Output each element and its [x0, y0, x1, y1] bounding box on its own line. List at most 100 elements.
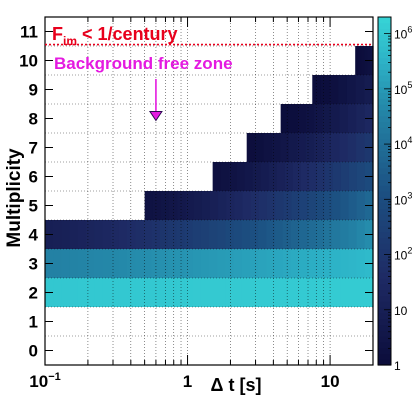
heatmap-cell: [308, 162, 318, 191]
heatmap-cell: [209, 220, 218, 249]
heatmap-cell: [77, 220, 87, 249]
heatmap-cell: [110, 249, 120, 278]
heatmap-cell: [184, 278, 194, 307]
x-tick-label: 1: [183, 372, 192, 391]
heatmap-cell: [159, 249, 169, 278]
color-scale-step: [378, 214, 391, 221]
color-scale-label: 10: [394, 304, 408, 318]
heatmap-cell: [332, 162, 342, 191]
heatmap-cell: [284, 162, 294, 191]
heatmap-cell: [102, 278, 112, 307]
color-scale-step: [378, 121, 391, 128]
heatmap-cell: [241, 220, 251, 249]
heatmap-cell: [152, 191, 162, 220]
heatmap-cell: [307, 191, 317, 220]
heatmap-cell: [209, 278, 218, 307]
color-scale-step: [378, 301, 391, 308]
heatmap-cell: [266, 220, 276, 249]
heatmap-cell: [280, 133, 290, 162]
heatmap-cell: [127, 249, 136, 278]
heatmap-cell: [168, 278, 177, 307]
heatmap-cell: [276, 162, 286, 191]
heatmap-cell: [299, 220, 308, 249]
heatmap-cell: [299, 249, 308, 278]
x-tick-label: 10−1: [29, 371, 60, 391]
heatmap-cell: [339, 104, 349, 133]
color-scale-step: [378, 237, 391, 244]
heatmap-cell: [332, 249, 341, 278]
heatmap-cell: [282, 220, 292, 249]
heatmap-cell: [53, 249, 62, 278]
color-scale-step: [378, 289, 391, 296]
y-tick-label: 3: [29, 255, 38, 274]
heatmap-cell: [356, 249, 366, 278]
heatmap-cell: [289, 104, 299, 133]
x-axis-label: Δ t [s]: [211, 375, 262, 395]
color-scale-step: [378, 75, 391, 82]
heatmap-cell: [176, 278, 185, 307]
heatmap-cell: [280, 104, 290, 133]
color-scale-step: [378, 63, 391, 70]
color-scale-step: [378, 98, 391, 105]
color-scale-exponent: 5: [407, 80, 412, 90]
heatmap-cell: [200, 220, 210, 249]
heatmap-cell: [263, 133, 273, 162]
x-tick-label: 10: [321, 372, 340, 391]
heatmap-cell: [274, 249, 284, 278]
x-tick-exponent: −1: [48, 371, 61, 383]
heatmap-cell: [102, 220, 112, 249]
heatmap-cell: [348, 220, 358, 249]
color-scale-label: 103: [394, 190, 412, 207]
color-scale-step: [378, 34, 391, 41]
heatmap-cell: [305, 104, 315, 133]
heatmap-cell: [258, 278, 267, 307]
heatmap-cell: [324, 162, 334, 191]
heatmap-cell: [330, 133, 340, 162]
heatmap-cell: [151, 278, 161, 307]
threshold-label-rest: < 1/century: [77, 24, 178, 44]
heatmap-cell: [292, 162, 302, 191]
heatmap-cell: [77, 249, 87, 278]
heatmap-cell: [348, 249, 358, 278]
heatmap-cell: [329, 75, 339, 104]
heatmap-cell: [291, 191, 301, 220]
heatmap-cell: [201, 191, 211, 220]
heatmap-cell: [127, 220, 136, 249]
heatmap-cell: [307, 249, 317, 278]
heatmap-cell: [288, 133, 298, 162]
heatmap-cell: [266, 278, 276, 307]
color-scale-step: [378, 330, 391, 337]
heatmap-cell: [176, 220, 185, 249]
heatmap-cell: [339, 133, 349, 162]
heatmap-cell: [361, 46, 365, 75]
annotations: Fim < 1/century Background free zone: [45, 24, 373, 122]
y-tick-label: 7: [29, 139, 38, 158]
heatmap-cell: [297, 133, 307, 162]
y-tick-label: 2: [29, 284, 38, 303]
color-scale-step: [378, 167, 391, 175]
heatmap-cell: [340, 249, 349, 278]
color-scale-step: [378, 359, 391, 366]
color-scale-step: [378, 266, 391, 273]
heatmap-cell: [61, 220, 71, 249]
heatmap-cell: [151, 220, 161, 249]
heatmap-cell: [212, 162, 222, 191]
heatmap-cell: [86, 220, 95, 249]
heatmap-cell: [143, 249, 153, 278]
heatmap-cell: [356, 191, 366, 220]
heatmap-cell: [184, 249, 194, 278]
color-scale-step: [378, 196, 391, 204]
heatmap-cell: [338, 75, 348, 104]
color-scale-label: 102: [394, 246, 412, 263]
heatmap-cell: [356, 133, 366, 162]
color-scale-step: [378, 191, 391, 198]
heatmap-cell: [252, 162, 262, 191]
color-scale-step: [378, 144, 391, 151]
color-scale-step: [378, 220, 391, 227]
heatmap-cell: [358, 46, 362, 75]
heatmap-cell: [233, 249, 243, 278]
color-scale-step: [378, 150, 391, 157]
color-scale-step: [378, 22, 391, 30]
heatmap-cell: [94, 220, 103, 249]
